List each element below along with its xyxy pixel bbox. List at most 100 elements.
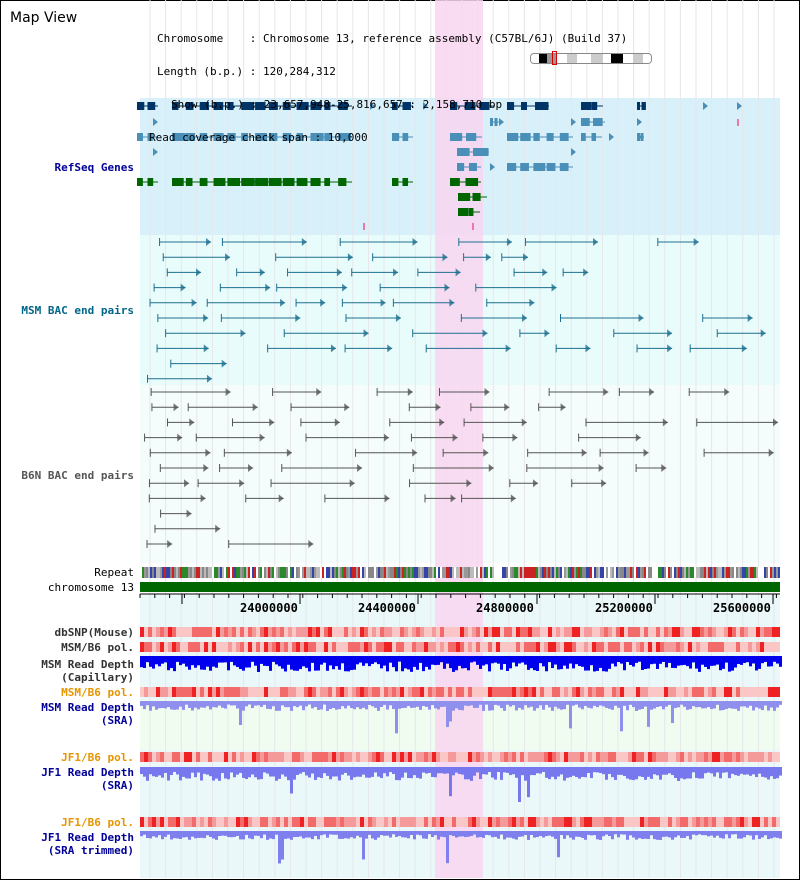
bac-end-arrow xyxy=(439,418,445,427)
depth-bar xyxy=(419,701,422,710)
depth-bar xyxy=(680,701,683,705)
depth-bar xyxy=(521,656,524,663)
repeat-stripe xyxy=(596,567,598,578)
depth-bar xyxy=(254,767,257,778)
depth-bar xyxy=(353,656,356,670)
heat-cell xyxy=(300,642,304,652)
repeat-stripe xyxy=(566,567,568,578)
heat-cell xyxy=(520,642,524,652)
depth-bar xyxy=(374,831,377,840)
repeat-stripe xyxy=(718,567,720,578)
heat-cell xyxy=(708,642,712,652)
heat-cell xyxy=(680,687,684,697)
repeat-stripe xyxy=(436,567,438,578)
heat-cell xyxy=(688,642,692,652)
depth-bar xyxy=(590,831,593,836)
heat-cell xyxy=(596,687,600,697)
depth-bar xyxy=(227,831,230,838)
heat-cell xyxy=(308,752,312,762)
depth-bar xyxy=(266,701,269,709)
heat-cell xyxy=(720,627,724,637)
depth-bar xyxy=(659,831,662,840)
depth-bar xyxy=(491,831,494,838)
heat-cell xyxy=(768,687,772,697)
heat-cell xyxy=(568,752,572,762)
repeat-stripe xyxy=(272,567,274,578)
heat-cell xyxy=(148,817,152,827)
repeat-stripe xyxy=(260,567,262,578)
depth-bar xyxy=(377,656,380,665)
heat-cell xyxy=(596,817,600,827)
heat-cell xyxy=(284,627,288,637)
depth-bar xyxy=(734,656,737,668)
depth-bar xyxy=(599,767,602,774)
depth-bar xyxy=(548,767,551,780)
depth-bar xyxy=(677,767,680,781)
depth-bar xyxy=(707,767,710,773)
depth-bar xyxy=(404,767,407,773)
heat-cell xyxy=(756,687,760,697)
depth-bar xyxy=(284,656,287,672)
heat-cell xyxy=(512,817,516,827)
depth-bar xyxy=(728,656,731,672)
depth-bar xyxy=(482,831,485,838)
depth-bar xyxy=(377,831,380,838)
depth-bar xyxy=(578,831,581,837)
heat-cell xyxy=(552,627,556,637)
depth-bar xyxy=(608,701,611,709)
depth-bar xyxy=(647,701,650,727)
gene-exon xyxy=(469,163,477,171)
depth-bar xyxy=(353,701,356,710)
depth-bar xyxy=(515,701,518,711)
repeat-stripe xyxy=(422,567,424,578)
depth-bar xyxy=(506,767,509,773)
depth-bar xyxy=(524,701,527,706)
heat-cell xyxy=(564,642,568,652)
heat-cell xyxy=(472,752,476,762)
repeat-stripe xyxy=(172,567,174,578)
chromosome-ideogram[interactable] xyxy=(530,53,652,64)
gene-exon xyxy=(450,178,460,186)
heat-cell xyxy=(360,627,364,637)
repeat-stripe xyxy=(642,567,644,578)
depth-bar xyxy=(527,656,530,670)
depth-bar xyxy=(335,767,338,777)
repeat-stripe xyxy=(656,567,658,578)
depth-bar xyxy=(626,767,629,779)
depth-bar xyxy=(389,701,392,706)
depth-bar xyxy=(380,831,383,836)
heat-cell xyxy=(256,687,260,697)
heat-cell xyxy=(308,627,312,637)
heat-cell xyxy=(664,627,668,637)
heat-cell xyxy=(204,687,208,697)
repeat-stripe xyxy=(226,567,228,578)
heat-cell xyxy=(764,627,768,637)
ideogram-band xyxy=(633,54,643,63)
repeat-stripe xyxy=(672,567,674,578)
gene-exon xyxy=(402,178,409,186)
bac-end-arrow xyxy=(330,344,336,353)
repeat-stripe xyxy=(168,567,170,578)
depth-bar xyxy=(296,701,299,708)
heat-cell xyxy=(304,642,308,652)
depth-bar xyxy=(533,701,536,711)
depth-bar xyxy=(695,831,698,836)
heat-cell xyxy=(212,627,216,637)
heat-cell xyxy=(568,642,572,652)
depth-bar xyxy=(524,831,527,836)
heat-cell xyxy=(728,642,732,652)
heat-cell xyxy=(480,752,484,762)
heat-cell xyxy=(492,642,496,652)
heat-cell xyxy=(752,642,756,652)
heat-cell xyxy=(612,687,616,697)
heat-cell xyxy=(640,752,644,762)
bac-end-arrow xyxy=(488,464,494,472)
heat-cell xyxy=(148,642,152,652)
depth-bar xyxy=(512,767,515,775)
highlight-region[interactable] xyxy=(435,0,483,878)
repeat-stripe xyxy=(604,567,606,578)
depth-bar xyxy=(659,656,662,664)
heat-cell xyxy=(188,687,192,697)
depth-bar xyxy=(740,767,743,774)
